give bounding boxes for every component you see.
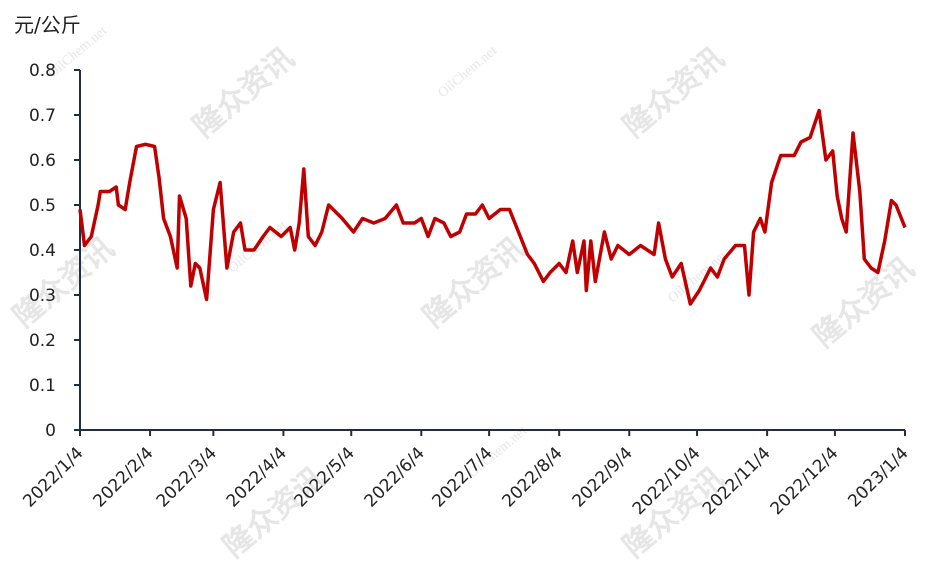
x-tick-label: 2022/1/4 <box>19 443 87 511</box>
y-tick-label: 0 <box>45 421 56 441</box>
x-tick-label: 2022/12/4 <box>767 443 843 519</box>
y-tick-label: 0.3 <box>29 286 56 306</box>
line <box>78 108 907 306</box>
x-tick-label: 2022/8/4 <box>499 443 567 511</box>
x-tick-label: 2022/6/4 <box>361 443 429 511</box>
watermark: 隆众资讯 <box>807 251 921 355</box>
y-tick-label: 0.5 <box>29 196 56 216</box>
x-tick-label: 2022/2/4 <box>89 443 157 511</box>
watermark: 隆众资讯 <box>7 231 121 335</box>
x-tick-label: 2022/7/4 <box>429 443 497 511</box>
y-tick-label: 0.7 <box>29 106 56 126</box>
y-tick-label: 0.6 <box>29 151 56 171</box>
y-tick-label: 0.1 <box>29 376 56 396</box>
y-axis-label: 元/公斤 <box>14 13 81 37</box>
watermark: OilChem.net <box>435 43 500 101</box>
x-tick-label: 2022/3/4 <box>153 443 221 511</box>
x-tick-label: 2022/9/4 <box>569 443 637 511</box>
y-tick-label: 0.8 <box>29 61 56 81</box>
watermark: OilChem.net <box>665 248 730 306</box>
y-tick-label: 0.2 <box>29 331 56 351</box>
watermark: 隆众资讯 <box>417 231 531 335</box>
x-tick-label: 2023/1/4 <box>844 443 912 511</box>
watermark: 隆众资讯 <box>187 41 301 145</box>
y-tick-label: 0.4 <box>29 241 56 261</box>
watermark: 隆众资讯 <box>617 41 731 145</box>
